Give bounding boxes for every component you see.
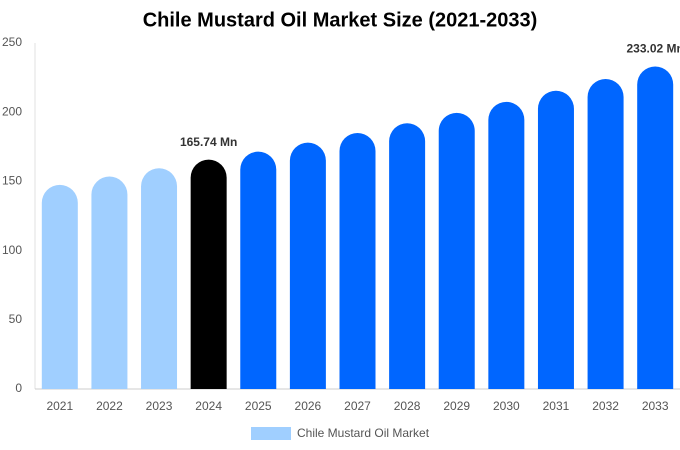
bar [438,112,475,389]
value-label: 165.74 Mn [180,135,237,149]
x-tick-label: 2027 [344,399,371,413]
x-tick-label: 2021 [46,399,73,413]
x-tick-label: 2026 [295,399,322,413]
bar [289,142,326,389]
x-tick-label: 2033 [642,399,669,413]
x-tick-label: 2023 [146,399,173,413]
bar [190,159,227,389]
y-tick-label: 0 [15,381,22,395]
x-tick-label: 2028 [394,399,421,413]
y-tick-label: 250 [2,35,22,49]
legend-label: Chile Mustard Oil Market [297,426,430,440]
x-tick-label: 2025 [245,399,272,413]
bar [240,151,277,389]
bar [141,168,178,389]
x-tick-label: 2031 [543,399,570,413]
bar [637,66,674,390]
x-tick-label: 2029 [443,399,470,413]
y-tick-label: 150 [2,174,22,188]
bar [587,78,624,389]
bar [339,132,376,389]
x-tick-label: 2022 [96,399,123,413]
y-tick-label: 100 [2,243,22,257]
x-tick-label: 2032 [592,399,619,413]
x-tick-label: 2030 [493,399,520,413]
bar [488,101,525,390]
bar [537,90,574,389]
bar [41,184,78,389]
y-tick-label: 50 [9,312,23,326]
bar [91,176,128,389]
legend-swatch [251,427,291,440]
x-tick-label: 2024 [195,399,222,413]
y-tick-label: 200 [2,104,22,118]
bar [389,123,426,389]
chart-title: Chile Mustard Oil Market Size (2021-2033… [143,9,538,31]
value-label: 233.02 Mn [627,42,680,56]
